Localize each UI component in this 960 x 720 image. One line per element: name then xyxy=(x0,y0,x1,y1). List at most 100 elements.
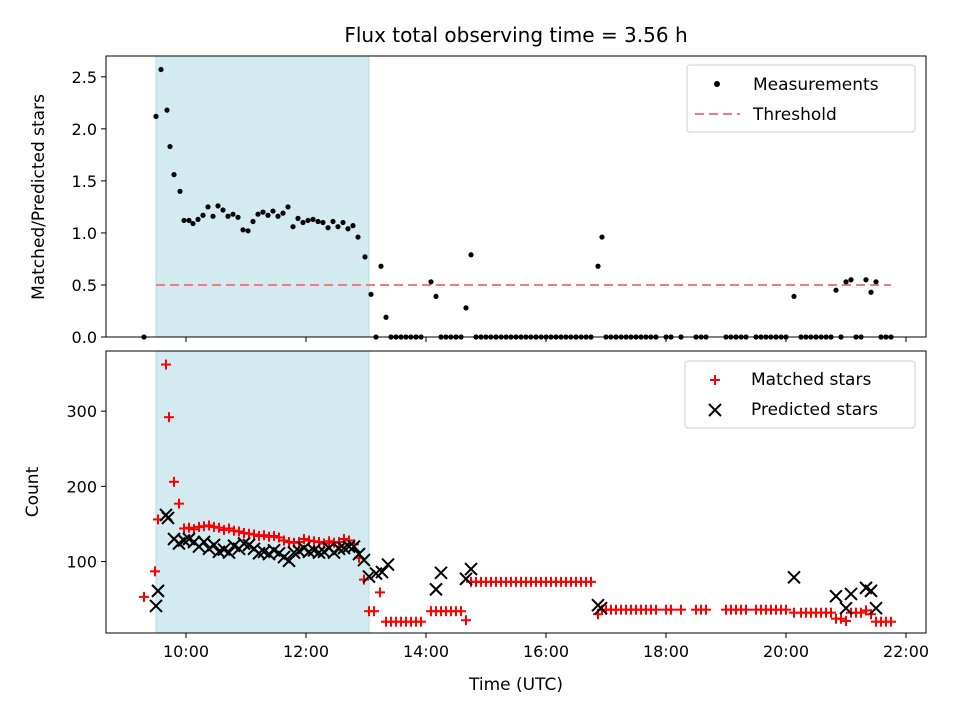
matched-point xyxy=(676,604,686,615)
matched-point xyxy=(204,520,214,531)
measurement-point xyxy=(305,217,311,224)
bottom-y-ticks: 100 200 300 xyxy=(66,402,106,572)
x-tick-label: 18:00 xyxy=(643,642,689,661)
legend-predicted-marker xyxy=(708,403,722,417)
bottom-x-ticks: 10:00 12:00 14:00 16:00 18:00 20:00 22:00 xyxy=(163,633,929,661)
bottom-plot-frame xyxy=(105,350,927,634)
measurement-point xyxy=(295,215,301,221)
matched-point xyxy=(651,604,661,615)
predicted-point xyxy=(839,601,853,615)
top-y-tick-label: 2.0 xyxy=(72,120,97,139)
predicted-point xyxy=(381,557,395,572)
predicted-point xyxy=(357,553,371,567)
predicted-point xyxy=(594,601,608,615)
predicted-point xyxy=(149,599,163,613)
predicted-point xyxy=(312,545,326,560)
matched-point xyxy=(375,587,385,598)
matched-point xyxy=(161,359,171,370)
top-shaded-interval xyxy=(155,55,370,338)
matched-point xyxy=(234,526,244,537)
matched-point xyxy=(324,536,334,547)
measurement-point xyxy=(335,224,341,230)
matched-point xyxy=(856,607,866,618)
measurement-point xyxy=(355,234,361,240)
measurement-point xyxy=(265,212,271,218)
matched-point xyxy=(701,604,711,615)
predicted-point xyxy=(151,584,165,598)
measurement-point xyxy=(205,204,211,210)
legend-measurements-label: Measurements xyxy=(753,75,879,95)
matched-point xyxy=(219,524,229,535)
matched-point xyxy=(174,498,184,509)
measurement-point xyxy=(177,188,183,194)
bottom-y-axis-label: Count xyxy=(23,466,43,517)
measurement-point xyxy=(468,252,474,258)
matched-point xyxy=(886,616,896,627)
top-y-tick-label: 1.5 xyxy=(72,172,97,191)
measurement-point xyxy=(310,216,316,222)
x-axis-label: Time (UTC) xyxy=(468,675,563,695)
measurement-point xyxy=(275,213,281,219)
predicted-point xyxy=(844,587,858,601)
predicted-point xyxy=(332,542,346,556)
measurement-point xyxy=(315,218,321,225)
top-y-tick-label: 2.5 xyxy=(72,68,97,87)
measurement-point xyxy=(599,234,605,240)
measurement-point xyxy=(210,213,216,219)
top-legend-box xyxy=(686,64,916,133)
measurement-point xyxy=(186,217,192,224)
x-tick-label: 22:00 xyxy=(883,642,929,661)
measurement-point xyxy=(368,291,374,297)
legend-measurements-marker xyxy=(714,81,720,87)
x-tick-label: 16:00 xyxy=(523,642,569,661)
measurement-point xyxy=(340,219,346,226)
matched-point xyxy=(836,613,846,624)
bottom-y-tick-label: 200 xyxy=(66,477,97,496)
predicted-point xyxy=(464,562,478,576)
x-tick-label: 12:00 xyxy=(283,642,329,661)
measurement-point xyxy=(260,209,266,215)
predicted-point xyxy=(829,589,843,603)
bottom-shaded-interval xyxy=(155,350,370,634)
measurement-point xyxy=(433,293,439,300)
measurement-point xyxy=(230,211,236,217)
measurement-point xyxy=(290,224,296,230)
predicted-point xyxy=(787,570,801,585)
chart-title: Flux total observing time = 3.56 h xyxy=(344,23,687,47)
measurement-point xyxy=(200,212,206,218)
matched-point xyxy=(150,566,160,577)
measurement-point xyxy=(325,225,331,231)
bottom-y-tick-label: 100 xyxy=(66,553,97,572)
matched-point xyxy=(461,615,471,626)
measurement-point xyxy=(378,263,384,269)
measurement-point xyxy=(220,207,226,213)
predicted-point xyxy=(375,565,389,579)
measurement-point xyxy=(345,226,351,232)
bottom-panel: 100 200 300 10:00 12:00 14:00 16:00 18:00 20:00… xyxy=(23,350,929,695)
measurement-point xyxy=(320,219,326,226)
predicted-point xyxy=(287,545,301,560)
measurement-point xyxy=(181,217,187,224)
measurement-point xyxy=(873,279,879,285)
matched-point xyxy=(164,412,174,423)
bottom-legend-box xyxy=(684,360,916,429)
predicted-point xyxy=(347,539,361,554)
measurement-point xyxy=(595,263,601,269)
measurement-point xyxy=(215,203,221,209)
bottom-y-tick-label: 300 xyxy=(66,402,97,421)
matched-point xyxy=(369,606,379,617)
top-panel: 0.0 0.5 1.0 1.5 2.0 2.5 Matched/Predicted sta… xyxy=(29,55,927,347)
predicted-point xyxy=(362,569,376,584)
matched-point xyxy=(189,524,199,535)
matched-point xyxy=(841,615,851,626)
predicted-point xyxy=(429,582,443,597)
legend-threshold-label: Threshold xyxy=(752,105,837,125)
predicted-point xyxy=(197,535,211,549)
measurement-point xyxy=(833,287,839,293)
predicted-series xyxy=(149,508,883,615)
measurement-point xyxy=(158,66,164,73)
measurement-point xyxy=(240,227,246,233)
x-tick-label: 10:00 xyxy=(163,642,209,661)
matched-point xyxy=(279,535,289,546)
